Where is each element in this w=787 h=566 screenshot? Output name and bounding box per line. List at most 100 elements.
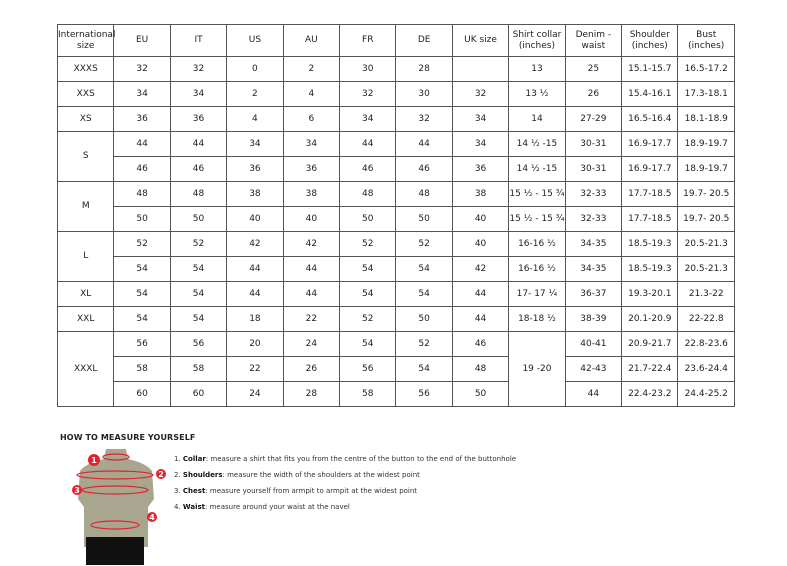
table-cell: 44: [226, 256, 284, 282]
table-cell: 34: [451, 106, 510, 132]
table-cell: 38: [282, 181, 341, 207]
intl-size-cell: XXL: [56, 306, 115, 332]
table-cell: 18-18 ½: [508, 306, 566, 332]
table-cell: 46: [169, 156, 228, 182]
table-cell: 42: [282, 231, 341, 257]
table-cell: 42-43: [564, 356, 623, 382]
table-cell: 17.3-18.1: [677, 81, 735, 107]
table-cell: 54: [395, 281, 453, 307]
table-cell: 15.4-16.1: [621, 81, 679, 107]
table-cell: 54: [169, 256, 228, 282]
table-cell: 14 ½ -15: [508, 156, 566, 182]
svg-text:2: 2: [158, 470, 164, 479]
table-cell: 2: [226, 81, 284, 107]
table-row: XS 36 36 4 6 34 32 34 14 27-29 16.5-16.4 18.1-18.9: [56, 106, 735, 132]
table-cell: 34: [226, 131, 284, 157]
intl-size-cell: XXXL: [56, 331, 115, 407]
table-cell: 50: [169, 206, 228, 232]
table-cell: 17- 17 ¼: [508, 281, 566, 307]
column-header: EU: [113, 24, 171, 57]
table-cell: 22.4-23.2: [621, 381, 679, 407]
table-cell: 30: [339, 56, 397, 82]
table-cell: 24: [282, 331, 341, 357]
table-cell: 32-33: [564, 206, 623, 232]
table-cell: 22.8-23.6: [677, 331, 735, 357]
intl-size-cell: XXXS: [56, 56, 115, 82]
table-cell: 38: [226, 181, 284, 207]
table-row: XXS 34 34 2 4 32 30 32 13 ½ 26 15.4-16.1 17.3-18.1: [56, 81, 735, 107]
table-cell: 21.7-22.4: [621, 356, 679, 382]
table-cell: 20: [226, 331, 284, 357]
svg-text:3: 3: [74, 486, 80, 495]
table-cell: 52: [339, 231, 397, 257]
table-cell: 44: [564, 381, 623, 407]
table-cell: 24.4-25.2: [677, 381, 735, 407]
table-cell: 40: [282, 206, 341, 232]
table-cell: 54: [339, 331, 397, 357]
table-cell: 19.3-20.1: [621, 281, 679, 307]
table-row: XXXL 56 56 20 24 54 52 46 19 -20 40-41 20.9-21.7 22…: [56, 331, 735, 407]
table-cell: 54: [113, 256, 171, 282]
table-cell: 58: [339, 381, 397, 407]
marker-3: 3: [72, 485, 82, 495]
table-cell: 32-33: [564, 181, 623, 207]
intl-size-cell: XXS: [56, 81, 115, 107]
table-cell: 50: [113, 206, 171, 232]
table-cell: 19 -20: [508, 331, 566, 407]
table-cell: 42: [226, 231, 284, 257]
table-cell: 48: [339, 181, 397, 207]
table-cell: 44: [282, 281, 341, 307]
table-cell: 20.9-21.7: [621, 331, 679, 357]
column-header: Shoulder (inches): [621, 24, 679, 57]
table-cell: 54: [113, 281, 171, 307]
step-waist: 4. Waist: measure around your waist at t…: [174, 503, 350, 511]
table-cell: 26: [282, 356, 341, 382]
step-shoulders: 2. Shoulders: measure the width of the s…: [174, 471, 420, 479]
column-header: Shirt collar (inches): [508, 24, 566, 57]
table-row: XXXS 32 32 0 2 30 28 13 25 15.1-15.7 16.5-17.2: [56, 56, 735, 82]
table-row: L 52 52 42 42 52 52 40 16-16 ½ 34-35 18.5-19.3 20.5…: [56, 231, 735, 282]
table-cell: 50: [395, 306, 453, 332]
table-cell: 13: [508, 56, 566, 82]
table-cell: 50: [451, 381, 510, 407]
column-header: US: [226, 24, 284, 57]
table-cell: 17.7-18.5: [621, 181, 679, 207]
table-cell: 58: [113, 356, 171, 382]
table-cell: 20.1-20.9: [621, 306, 679, 332]
table-cell: 44: [451, 281, 510, 307]
table-cell: 50: [339, 206, 397, 232]
marker-2: 2: [156, 469, 166, 479]
table-cell: 46: [395, 156, 453, 182]
table-cell: 40: [226, 206, 284, 232]
table-cell: 0: [226, 56, 284, 82]
table-cell: 54: [339, 256, 397, 282]
measure-steps: 1. Collar: measure a shirt that fits you…: [174, 451, 516, 515]
table-cell: 22: [282, 306, 341, 332]
marker-1: 1: [88, 454, 100, 466]
table-row: 54 54 44 44 54 54 42 16-16 ½ 34-35 18.5-19.3 20.5-…: [58, 256, 735, 282]
table-cell: 16-16 ½: [508, 231, 566, 257]
table-cell: 34: [282, 131, 341, 157]
step-chest: 3. Chest: measure yourself from armpit t…: [174, 487, 418, 495]
torso-illustration: 1 2 3 4: [72, 449, 166, 565]
column-header: IT: [169, 24, 228, 57]
measure-title: HOW TO MEASURE YOURSELF: [60, 433, 196, 442]
intl-size-cell: XL: [56, 281, 115, 307]
table-cell: 40: [451, 206, 510, 232]
table-cell: 44: [226, 281, 284, 307]
table-cell: 32: [113, 56, 171, 82]
table-row: XXL 54 54 18 22 52 50 44 18-18 ½ 38-39 20.1-20.9 22…: [56, 306, 735, 332]
table-cell: 54: [395, 356, 453, 382]
table-cell: 18.1-18.9: [677, 106, 735, 132]
table-cell: 6: [282, 106, 341, 132]
table-cell: 54: [113, 306, 171, 332]
table-cell: 32: [451, 81, 510, 107]
table-cell: 4: [226, 106, 284, 132]
table-cell: 36: [282, 156, 341, 182]
table-cell: 18: [226, 306, 284, 332]
table-cell: 38-39: [564, 306, 623, 332]
table-cell: 25: [564, 56, 623, 82]
table-cell: 16-16 ½: [508, 256, 566, 282]
table-cell: 52: [113, 231, 171, 257]
table-cell: 24: [226, 381, 284, 407]
